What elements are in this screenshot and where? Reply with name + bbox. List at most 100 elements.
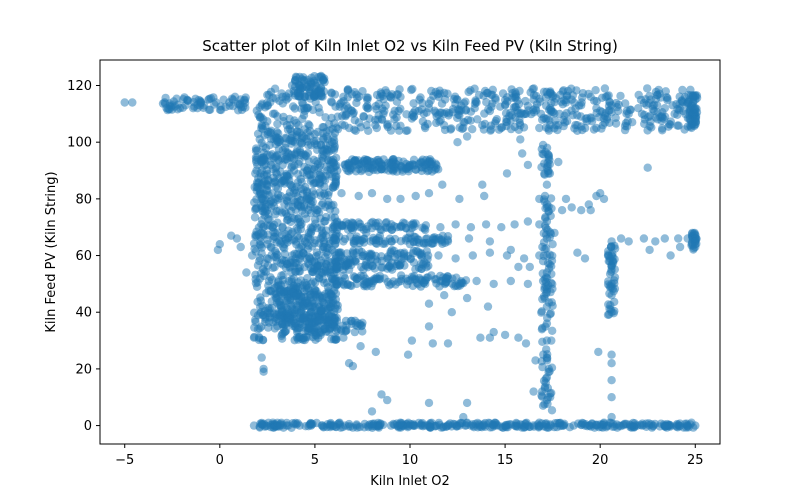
x-tick-label: 10: [402, 453, 419, 468]
data-point: [398, 163, 407, 172]
data-point: [211, 98, 221, 107]
data-point: [621, 119, 631, 128]
data-point: [359, 157, 368, 166]
data-point: [596, 189, 605, 198]
data-point: [253, 278, 262, 287]
data-point: [270, 263, 279, 272]
data-point: [291, 319, 301, 328]
data-point: [275, 206, 284, 215]
data-point: [542, 353, 552, 362]
data-point: [321, 324, 330, 333]
data-point: [607, 359, 616, 368]
data-point: [375, 157, 384, 167]
data-point: [343, 86, 353, 95]
data-point: [546, 211, 555, 221]
data-point: [257, 101, 266, 110]
data-point: [607, 265, 616, 274]
data-point: [637, 109, 647, 119]
data-point: [383, 194, 392, 204]
data-point: [215, 240, 224, 249]
data-point: [285, 114, 294, 124]
data-point: [396, 259, 405, 268]
data-point: [542, 163, 552, 172]
data-point: [289, 166, 299, 175]
data-point: [278, 223, 287, 232]
data-point: [356, 342, 365, 351]
data-point: [266, 287, 275, 296]
data-point: [321, 113, 330, 122]
data-point: [374, 218, 383, 227]
data-point: [546, 309, 555, 318]
data-point: [441, 274, 451, 283]
data-point: [500, 330, 510, 340]
data-point: [592, 104, 601, 113]
data-point: [424, 189, 434, 198]
data-point: [335, 418, 344, 427]
data-point: [443, 339, 453, 348]
data-point: [333, 223, 342, 232]
data-point: [600, 84, 610, 93]
data-point: [644, 112, 653, 122]
data-point: [591, 86, 600, 95]
data-point: [400, 248, 409, 257]
data-point: [440, 109, 449, 119]
data-point: [607, 279, 616, 289]
data-point: [341, 160, 350, 170]
data-point: [272, 162, 281, 172]
data-point: [335, 100, 344, 109]
data-point: [265, 151, 275, 160]
data-point: [274, 194, 284, 203]
data-point: [283, 197, 292, 206]
data-point: [331, 235, 341, 245]
data-point: [268, 109, 278, 119]
data-point: [310, 78, 320, 87]
data-point: [236, 242, 245, 252]
data-point: [542, 268, 552, 277]
data-point: [292, 148, 301, 157]
data-point: [626, 421, 635, 430]
data-point: [180, 93, 189, 102]
data-point: [279, 287, 288, 296]
data-point: [308, 318, 317, 328]
data-point: [390, 234, 400, 244]
data-point: [321, 267, 331, 276]
data-point: [280, 319, 289, 329]
data-point: [542, 87, 551, 97]
data-point: [289, 102, 298, 111]
data-point: [674, 234, 683, 243]
data-point: [274, 277, 283, 287]
data-point: [312, 252, 321, 261]
data-point: [232, 234, 242, 243]
data-point: [308, 223, 318, 232]
data-point: [364, 421, 373, 430]
data-point: [204, 105, 214, 115]
data-point: [437, 237, 447, 246]
data-point: [562, 109, 571, 118]
data-point: [272, 170, 282, 179]
data-point: [263, 303, 273, 313]
data-point: [573, 121, 582, 130]
x-axis-label: Kiln Inlet O2: [370, 474, 450, 489]
data-point: [386, 160, 396, 170]
data-point: [396, 92, 405, 102]
data-point: [289, 281, 298, 290]
data-point: [341, 111, 350, 120]
data-point: [371, 239, 381, 248]
data-point: [432, 118, 441, 128]
data-point: [567, 95, 576, 104]
data-point: [660, 421, 669, 430]
data-point: [525, 262, 534, 272]
data-point: [314, 87, 323, 96]
data-point: [392, 250, 402, 259]
data-point: [466, 116, 475, 125]
data-point: [307, 164, 316, 174]
data-point: [673, 121, 682, 130]
data-point: [312, 206, 321, 215]
data-point: [542, 302, 552, 311]
data-point: [466, 223, 476, 232]
data-point: [354, 191, 363, 201]
data-point: [280, 240, 289, 249]
data-point: [428, 339, 437, 348]
data-point: [660, 112, 670, 121]
data-point: [347, 316, 356, 326]
